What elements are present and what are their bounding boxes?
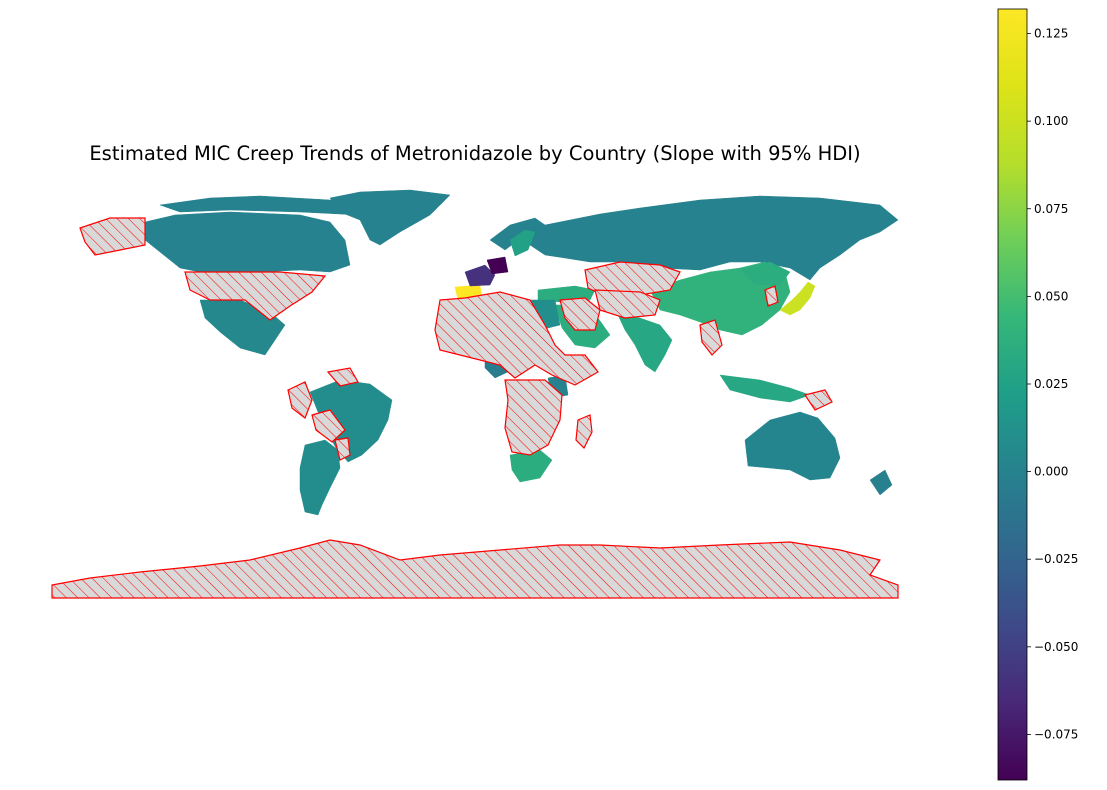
- colorbar-tick-label: 0.050: [1034, 289, 1068, 303]
- nodata-hatch-korea: [764, 285, 779, 307]
- nodata-hatch-middle-east: [559, 297, 601, 331]
- region-germany: [486, 256, 509, 275]
- nodata-hatch-papua-new-guinea: [804, 389, 833, 411]
- colorbar-tick-label: 0.025: [1034, 377, 1068, 391]
- nodata-hatch-peru: [287, 381, 313, 419]
- colorbar-tick-label: −0.025: [1034, 552, 1078, 566]
- region-sweden: [509, 229, 536, 257]
- region-mongolia: [739, 261, 791, 286]
- nodata-hatch-bolivia: [311, 409, 346, 443]
- nodata-hatch-kazakhstan: [584, 261, 681, 297]
- region-india: [617, 314, 673, 373]
- region-new-zealand: [869, 469, 893, 496]
- nodata-hatch-central-asia: [594, 289, 661, 319]
- colorbar-tick-label: 0.075: [1034, 202, 1068, 216]
- region-russia: [529, 195, 899, 281]
- region-france: [464, 264, 496, 287]
- region-japan: [779, 281, 816, 316]
- map-title: Estimated MIC Creep Trends of Metronidaz…: [89, 142, 861, 165]
- nodata-hatch-southern-africa: [504, 379, 563, 456]
- region-norway: [489, 217, 546, 251]
- colorbar: 0.125 0.100 0.075 0.050 0.025 0.000 −0.025 −0.0…: [997, 8, 1078, 781]
- nodata-hatch-alaska: [79, 217, 146, 256]
- region-indonesia: [719, 374, 811, 403]
- nodata-hatch-madagascar: [575, 414, 593, 450]
- colorbar-tick-label: 0.000: [1034, 465, 1068, 479]
- colorbar-tick-label: 0.125: [1034, 27, 1068, 41]
- colorbar-gradient: [997, 8, 1028, 781]
- nodata-hatch-venezuela: [326, 367, 359, 387]
- nodata-hatch-myanmar: [699, 319, 723, 356]
- nodata-hatch-united-states: [184, 271, 327, 321]
- colorbar-tick-label: −0.050: [1034, 640, 1078, 654]
- colorbar-tick-label: −0.075: [1034, 727, 1078, 741]
- region-australia: [744, 411, 841, 481]
- nodata-hatch-paraguay: [334, 437, 351, 461]
- nodata-hatch-antarctica: [51, 539, 899, 599]
- region-argentina: [299, 439, 341, 516]
- colorbar-tick-label: 0.100: [1034, 114, 1068, 128]
- nodata-hatch-north-central-africa: [434, 291, 599, 386]
- region-greenland: [329, 189, 451, 246]
- world-map: [51, 189, 899, 599]
